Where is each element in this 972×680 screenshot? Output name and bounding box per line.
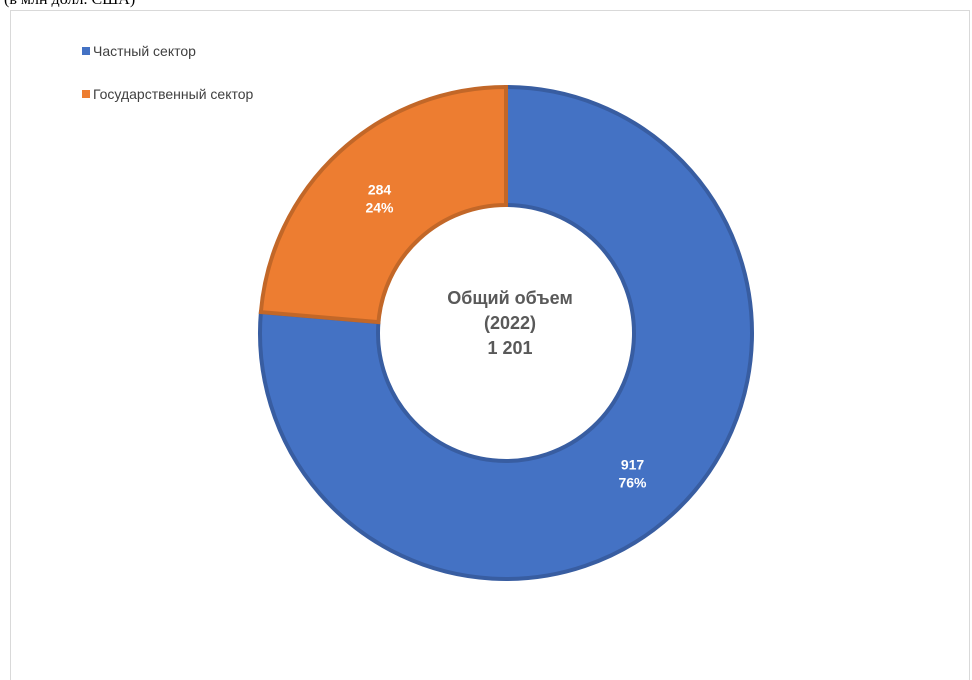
data-label-value-public: 284: [368, 181, 392, 197]
center-label-year: (2022): [484, 313, 536, 333]
legend-item-public: Государственный сектор: [82, 85, 253, 103]
data-label-percent-private: 76%: [618, 475, 647, 491]
donut-center-label: Общий объем (2022) 1 201: [447, 288, 573, 358]
center-label-title: Общий объем: [447, 288, 573, 308]
donut-data-labels: 917 76% 284 24%: [365, 181, 647, 490]
chart-caption: (в млн долл. США): [4, 0, 135, 9]
data-label-value-private: 917: [621, 457, 645, 473]
donut-slice-private: [258, 84, 754, 581]
legend-item-private: Частный сектор: [82, 42, 253, 60]
chart-legend: Частный сектор Государственный сектор: [82, 42, 253, 128]
legend-label-public: Государственный сектор: [93, 86, 254, 102]
data-label-percent-public: 24%: [365, 199, 394, 215]
donut-slices: [258, 84, 754, 581]
center-label-total: 1 201: [487, 338, 532, 358]
chart-frame: [10, 10, 970, 680]
legend-swatch-private: [82, 47, 90, 55]
legend-swatch-public: [82, 90, 90, 98]
donut-slice-public: [258, 84, 508, 325]
legend-label-private: Частный сектор: [93, 43, 196, 59]
